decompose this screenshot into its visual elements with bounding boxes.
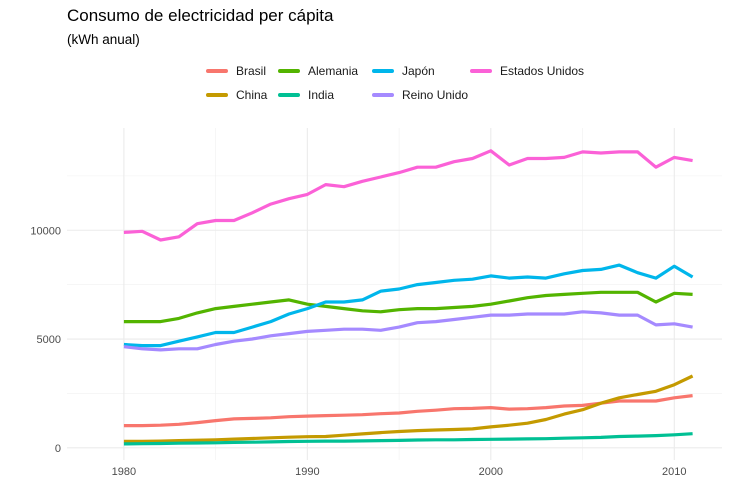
legend-item: Japón <box>372 64 435 78</box>
x-tick-label: 2010 <box>662 466 686 478</box>
series-line-alemania <box>123 290 693 324</box>
x-tick-label: 1990 <box>295 466 319 478</box>
legend-swatch <box>278 69 300 73</box>
legend-item: Alemania <box>278 64 358 78</box>
chart-title: Consumo de electricidad per cápita <box>67 6 334 25</box>
y-tick-labels: 0 5000 10000 <box>30 225 61 455</box>
legend-label: Brasil <box>236 64 267 78</box>
y-tick-label: 0 <box>55 443 61 455</box>
x-tick-labels: 1980 1990 2000 2010 <box>112 466 687 478</box>
legend-item: Estados Unidos <box>470 64 584 78</box>
legend-swatch <box>470 69 492 73</box>
series-line-china <box>123 374 694 443</box>
legend-label: Alemania <box>308 64 359 78</box>
y-tick-label: 10000 <box>30 225 61 237</box>
series-line-japón <box>123 263 694 348</box>
series-lines <box>123 149 694 446</box>
legend-label: China <box>236 88 268 102</box>
legend-label: Reino Unido <box>402 88 469 102</box>
grid-major <box>67 128 722 460</box>
x-tick-label: 1980 <box>112 466 136 478</box>
legend-swatch <box>372 69 394 73</box>
legend-item: China <box>206 88 267 102</box>
y-tick-label: 5000 <box>37 334 61 346</box>
series-line-reino-unido <box>123 310 693 352</box>
x-tick-label: 2000 <box>479 466 503 478</box>
legend-swatch <box>206 69 228 73</box>
legend-label: Estados Unidos <box>500 64 585 78</box>
chart-subtitle: (kWh anual) <box>67 32 140 47</box>
legend-swatch <box>372 93 394 97</box>
legend-item: India <box>278 88 334 102</box>
series-line-india <box>123 432 693 446</box>
series-line-estados-unidos <box>123 149 693 242</box>
legend-item: Reino Unido <box>372 88 468 102</box>
legend-swatch <box>206 93 228 97</box>
legend-label: India <box>308 88 335 102</box>
legend-label: Japón <box>402 64 435 78</box>
legend-item: Brasil <box>206 64 266 78</box>
grid-minor <box>67 128 722 460</box>
legend-swatch <box>278 93 300 97</box>
